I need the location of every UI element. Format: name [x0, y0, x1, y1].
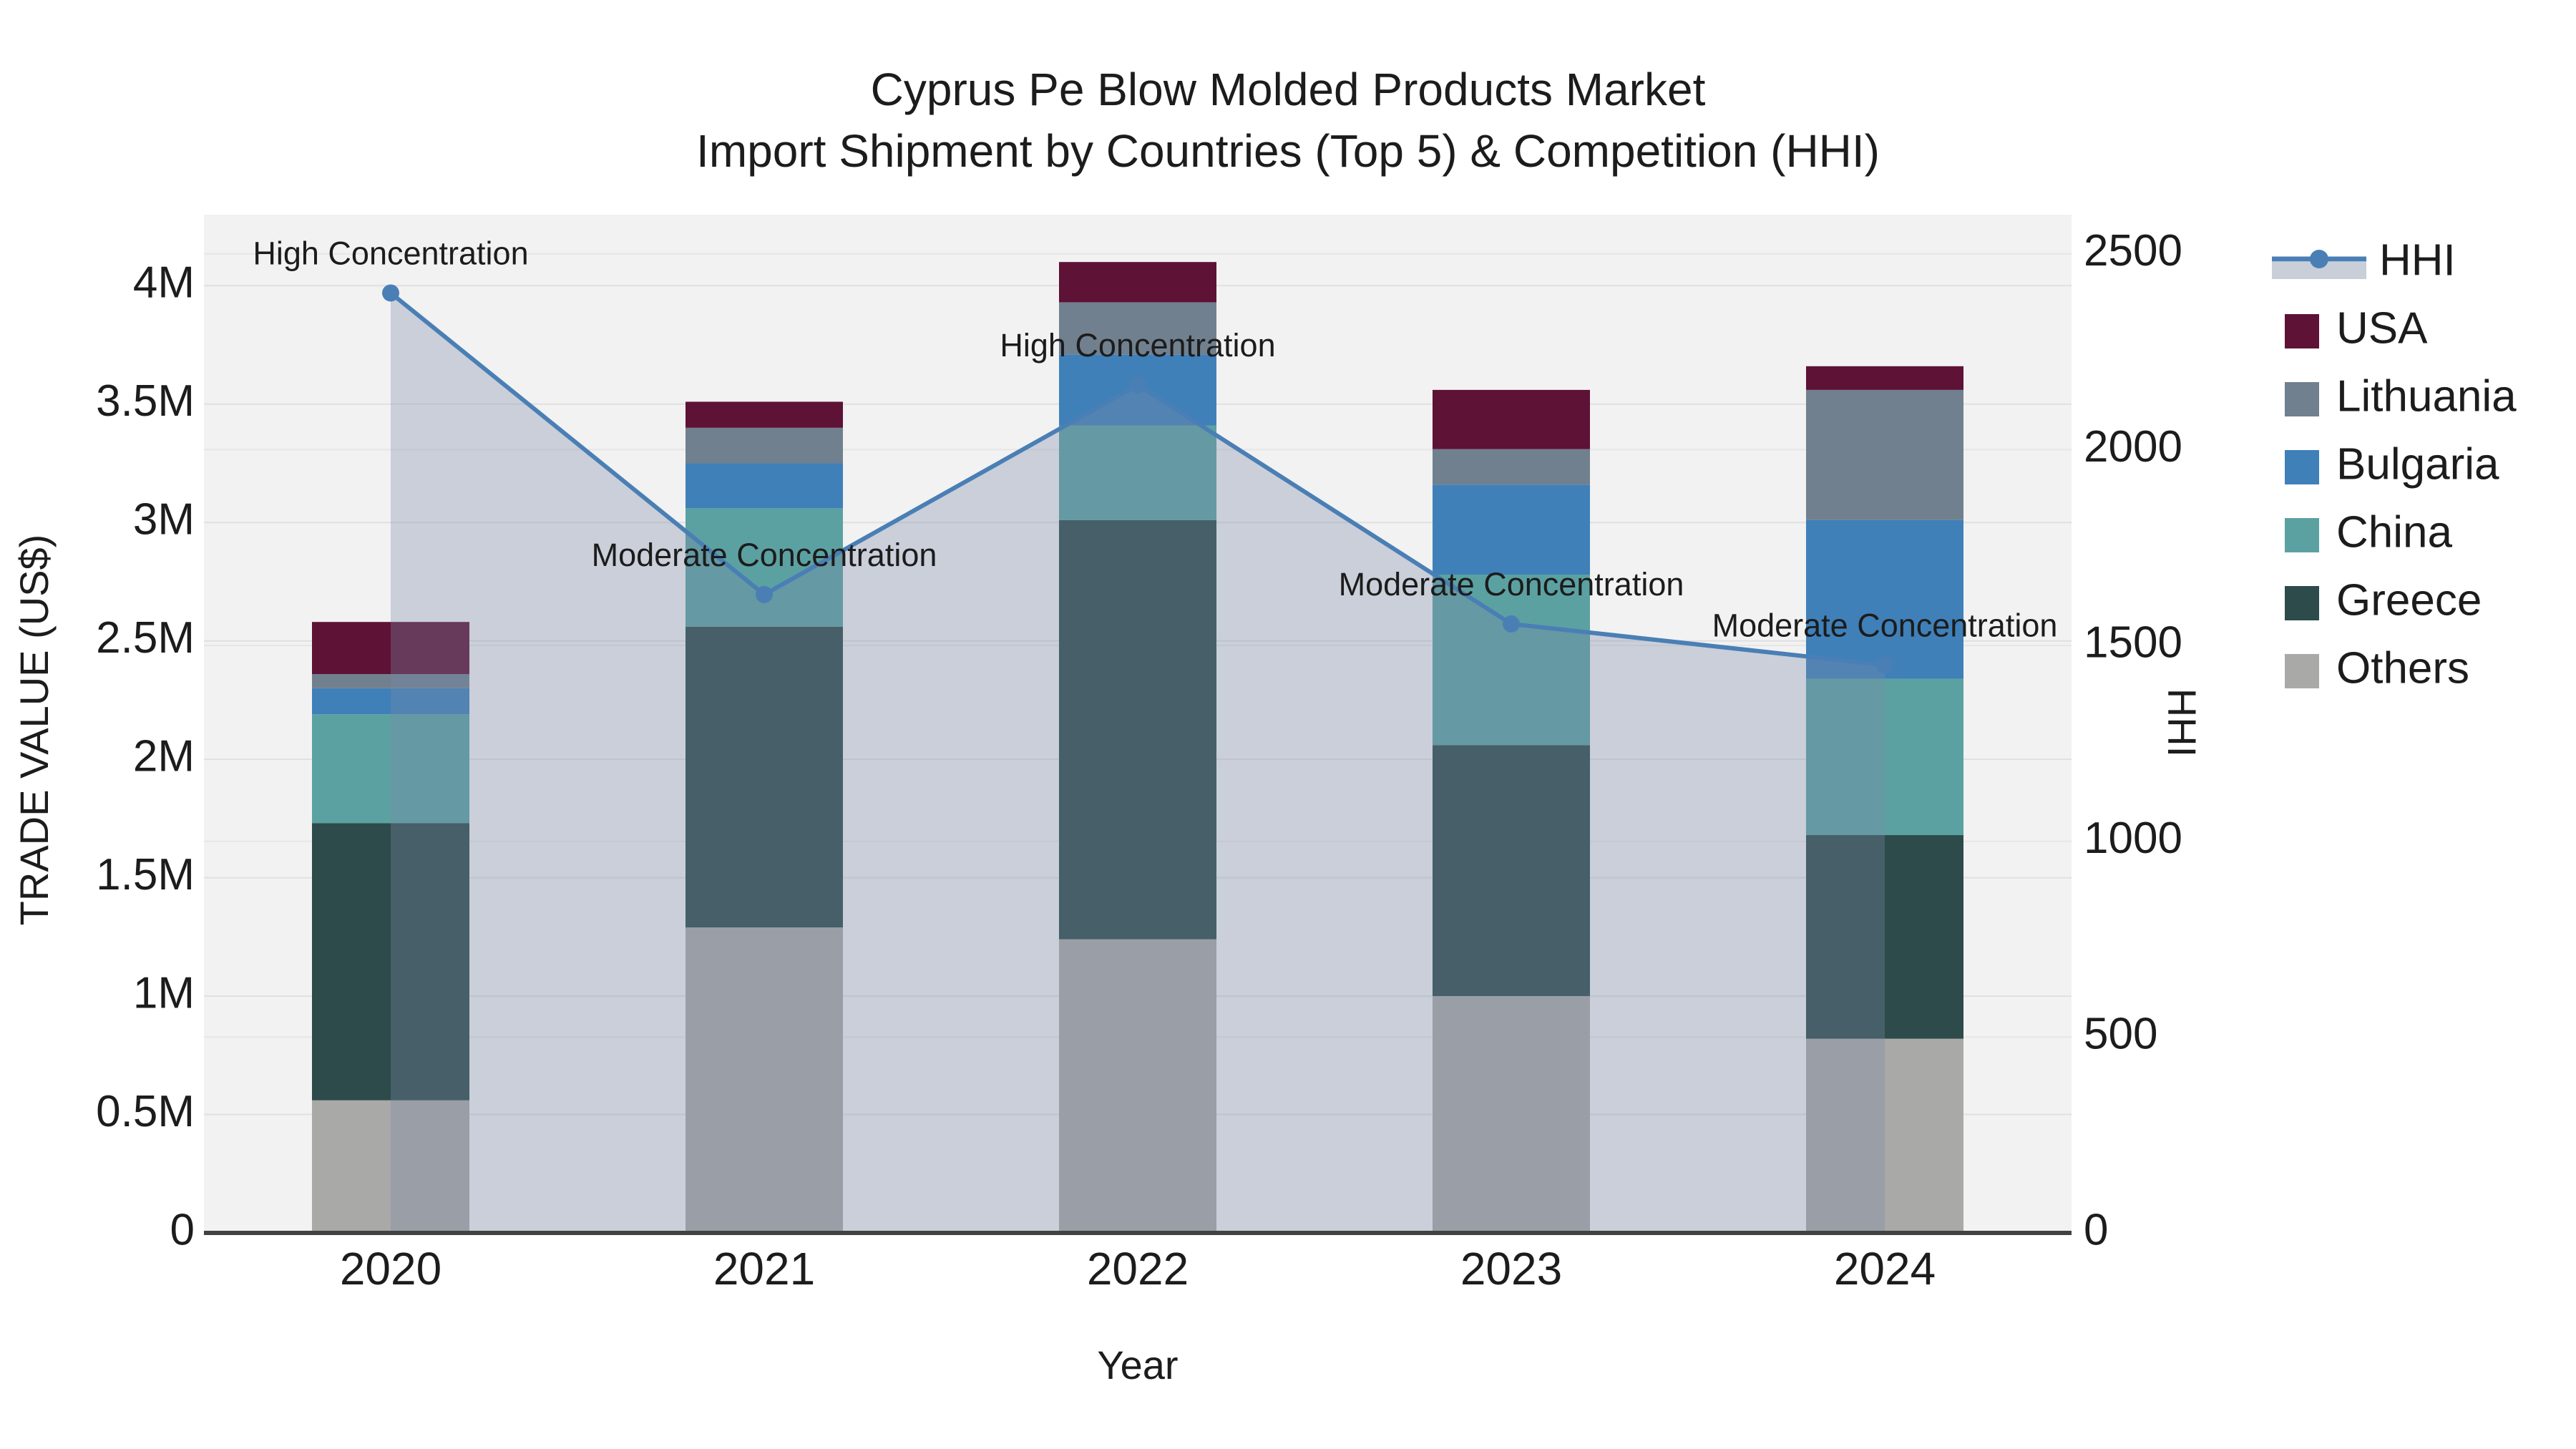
bar-segment-greece-2022[interactable]	[1059, 519, 1216, 940]
bar-segment-others-2020[interactable]	[312, 1100, 469, 1233]
legend-label-china: China	[2336, 507, 2453, 557]
y-left-tick-3.5M: 3.5M	[96, 376, 195, 426]
y-left-tick-2M: 2M	[133, 732, 195, 781]
y-right-tick-1000: 1000	[2084, 814, 2182, 863]
legend-label-lithuania: Lithuania	[2336, 371, 2517, 421]
legend-item-greece[interactable]: Greece	[2285, 575, 2482, 625]
bar-segment-usa-2021[interactable]	[686, 401, 843, 428]
hhi-area-layer	[391, 293, 1885, 1233]
y-left-tick-4M: 4M	[133, 258, 195, 308]
legend-swatch-others	[2285, 654, 2319, 688]
annotation-2020: High Concentration	[253, 235, 528, 271]
legend-swatch-china	[2285, 518, 2319, 552]
x-tick-2020: 2020	[340, 1243, 441, 1294]
bar-segment-greece-2024[interactable]	[1806, 835, 1963, 1039]
legend: HHI USA Lithuania Bulgaria China Greece Others	[2272, 235, 2517, 693]
legend-label-bulgaria: Bulgaria	[2336, 439, 2499, 489]
bar-segment-greece-2023[interactable]	[1433, 745, 1590, 997]
chart-title-line2: Import Shipment by Countries (Top 5) & C…	[696, 125, 1880, 177]
y-left-tick-1.5M: 1.5M	[96, 850, 195, 899]
chart-title-line1: Cyprus Pe Blow Molded Products Market	[871, 64, 1706, 115]
y-right-tick-1500: 1500	[2084, 618, 2182, 667]
legend-item-bulgaria[interactable]: Bulgaria	[2285, 439, 2499, 489]
bar-segment-lithuania-2020[interactable]	[312, 674, 469, 688]
bar-segment-usa-2024[interactable]	[1806, 366, 1963, 390]
bar-segment-others-2023[interactable]	[1433, 996, 1590, 1233]
annotation-2022: High Concentration	[1000, 327, 1275, 364]
bar-segment-greece-2021[interactable]	[686, 626, 843, 928]
y-right-tick-2500: 2500	[2084, 226, 2182, 275]
hhi-marker-2021[interactable]	[756, 585, 773, 603]
legend-swatch-lithuania	[2285, 382, 2319, 416]
bar-segment-bulgaria-2021[interactable]	[686, 463, 843, 509]
y-right-tick-500: 500	[2084, 1010, 2157, 1059]
bar-segment-china-2023[interactable]	[1433, 575, 1590, 746]
hhi-line-layer	[382, 284, 1893, 674]
bar-segment-usa-2020[interactable]	[312, 622, 469, 675]
annotation-2023: Moderate Concentration	[1339, 566, 1684, 602]
legend-label-usa: USA	[2336, 303, 2428, 353]
y-left-tick-0.5M: 0.5M	[96, 1087, 195, 1136]
bar-segment-greece-2020[interactable]	[312, 823, 469, 1101]
y-left-axis-title: TRADE VALUE (US$)	[11, 535, 57, 926]
y-right-tick-0: 0	[2084, 1205, 2108, 1254]
hhi-marker-2023[interactable]	[1503, 615, 1520, 633]
bar-segment-lithuania-2021[interactable]	[686, 427, 843, 464]
legend-label-others: Others	[2336, 643, 2469, 693]
x-axis-line	[204, 1231, 2072, 1235]
bar-segment-lithuania-2024[interactable]	[1806, 389, 1963, 520]
legend-item-others[interactable]: Others	[2285, 643, 2469, 693]
hhi-marker-2020[interactable]	[382, 284, 399, 302]
stacked-bars	[312, 262, 1963, 1233]
legend-swatch-bulgaria	[2285, 450, 2319, 484]
hhi-marker-2022[interactable]	[1129, 376, 1146, 394]
x-axis-title: Year	[1097, 1342, 1178, 1387]
annotation-2024: Moderate Concentration	[1712, 607, 2058, 643]
legend-item-hhi[interactable]: HHI	[2272, 235, 2456, 285]
legend-item-china[interactable]: China	[2285, 507, 2453, 557]
bar-segment-china-2022[interactable]	[1059, 425, 1216, 520]
bar-segment-china-2024[interactable]	[1806, 678, 1963, 836]
bar-segment-usa-2022[interactable]	[1059, 262, 1216, 303]
y-right-tick-2000: 2000	[2084, 422, 2182, 472]
y-right-axis-title: HHI	[2160, 688, 2205, 757]
legend-item-lithuania[interactable]: Lithuania	[2285, 371, 2517, 421]
x-tick-2021: 2021	[713, 1243, 815, 1294]
legend-item-usa[interactable]: USA	[2285, 303, 2428, 353]
bar-segment-lithuania-2023[interactable]	[1433, 449, 1590, 485]
x-tick-2022: 2022	[1087, 1243, 1189, 1294]
hhi-marker-2024[interactable]	[1876, 656, 1893, 674]
hhi-area[interactable]	[391, 293, 1885, 1233]
legend-swatch-usa	[2285, 314, 2319, 348]
annotation-2021: Moderate Concentration	[592, 537, 937, 573]
legend-label-greece: Greece	[2336, 575, 2482, 625]
y-left-tick-0: 0	[170, 1205, 195, 1254]
annotations: High Concentration Moderate Concentration…	[253, 235, 2057, 643]
bar-segment-lithuania-2022[interactable]	[1059, 302, 1216, 355]
bar-segment-china-2020[interactable]	[312, 714, 469, 824]
bar-segment-bulgaria-2020[interactable]	[312, 688, 469, 715]
y-left-tick-1M: 1M	[133, 968, 195, 1018]
legend-swatch-greece	[2285, 586, 2319, 620]
bar-segment-bulgaria-2024[interactable]	[1806, 519, 1963, 679]
bar-segment-usa-2023[interactable]	[1433, 389, 1590, 449]
x-tick-2023: 2023	[1460, 1243, 1562, 1294]
bar-segment-others-2024[interactable]	[1806, 1038, 1963, 1233]
y-left-tick-2.5M: 2.5M	[96, 613, 195, 663]
y-left-tick-3M: 3M	[133, 495, 195, 545]
legend-hhi-marker-icon	[2310, 250, 2328, 268]
legend-label-hhi: HHI	[2379, 235, 2456, 285]
axis-tick-labels: 0 0.5M 1M 1.5M 2M 2.5M 3M 3.5M 4M 0 500 1000 1500 200…	[96, 226, 2182, 1294]
bar-segment-others-2022[interactable]	[1059, 939, 1216, 1233]
bar-segment-bulgaria-2023[interactable]	[1433, 484, 1590, 575]
bar-segment-others-2021[interactable]	[686, 927, 843, 1233]
x-tick-2024: 2024	[1834, 1243, 1936, 1294]
